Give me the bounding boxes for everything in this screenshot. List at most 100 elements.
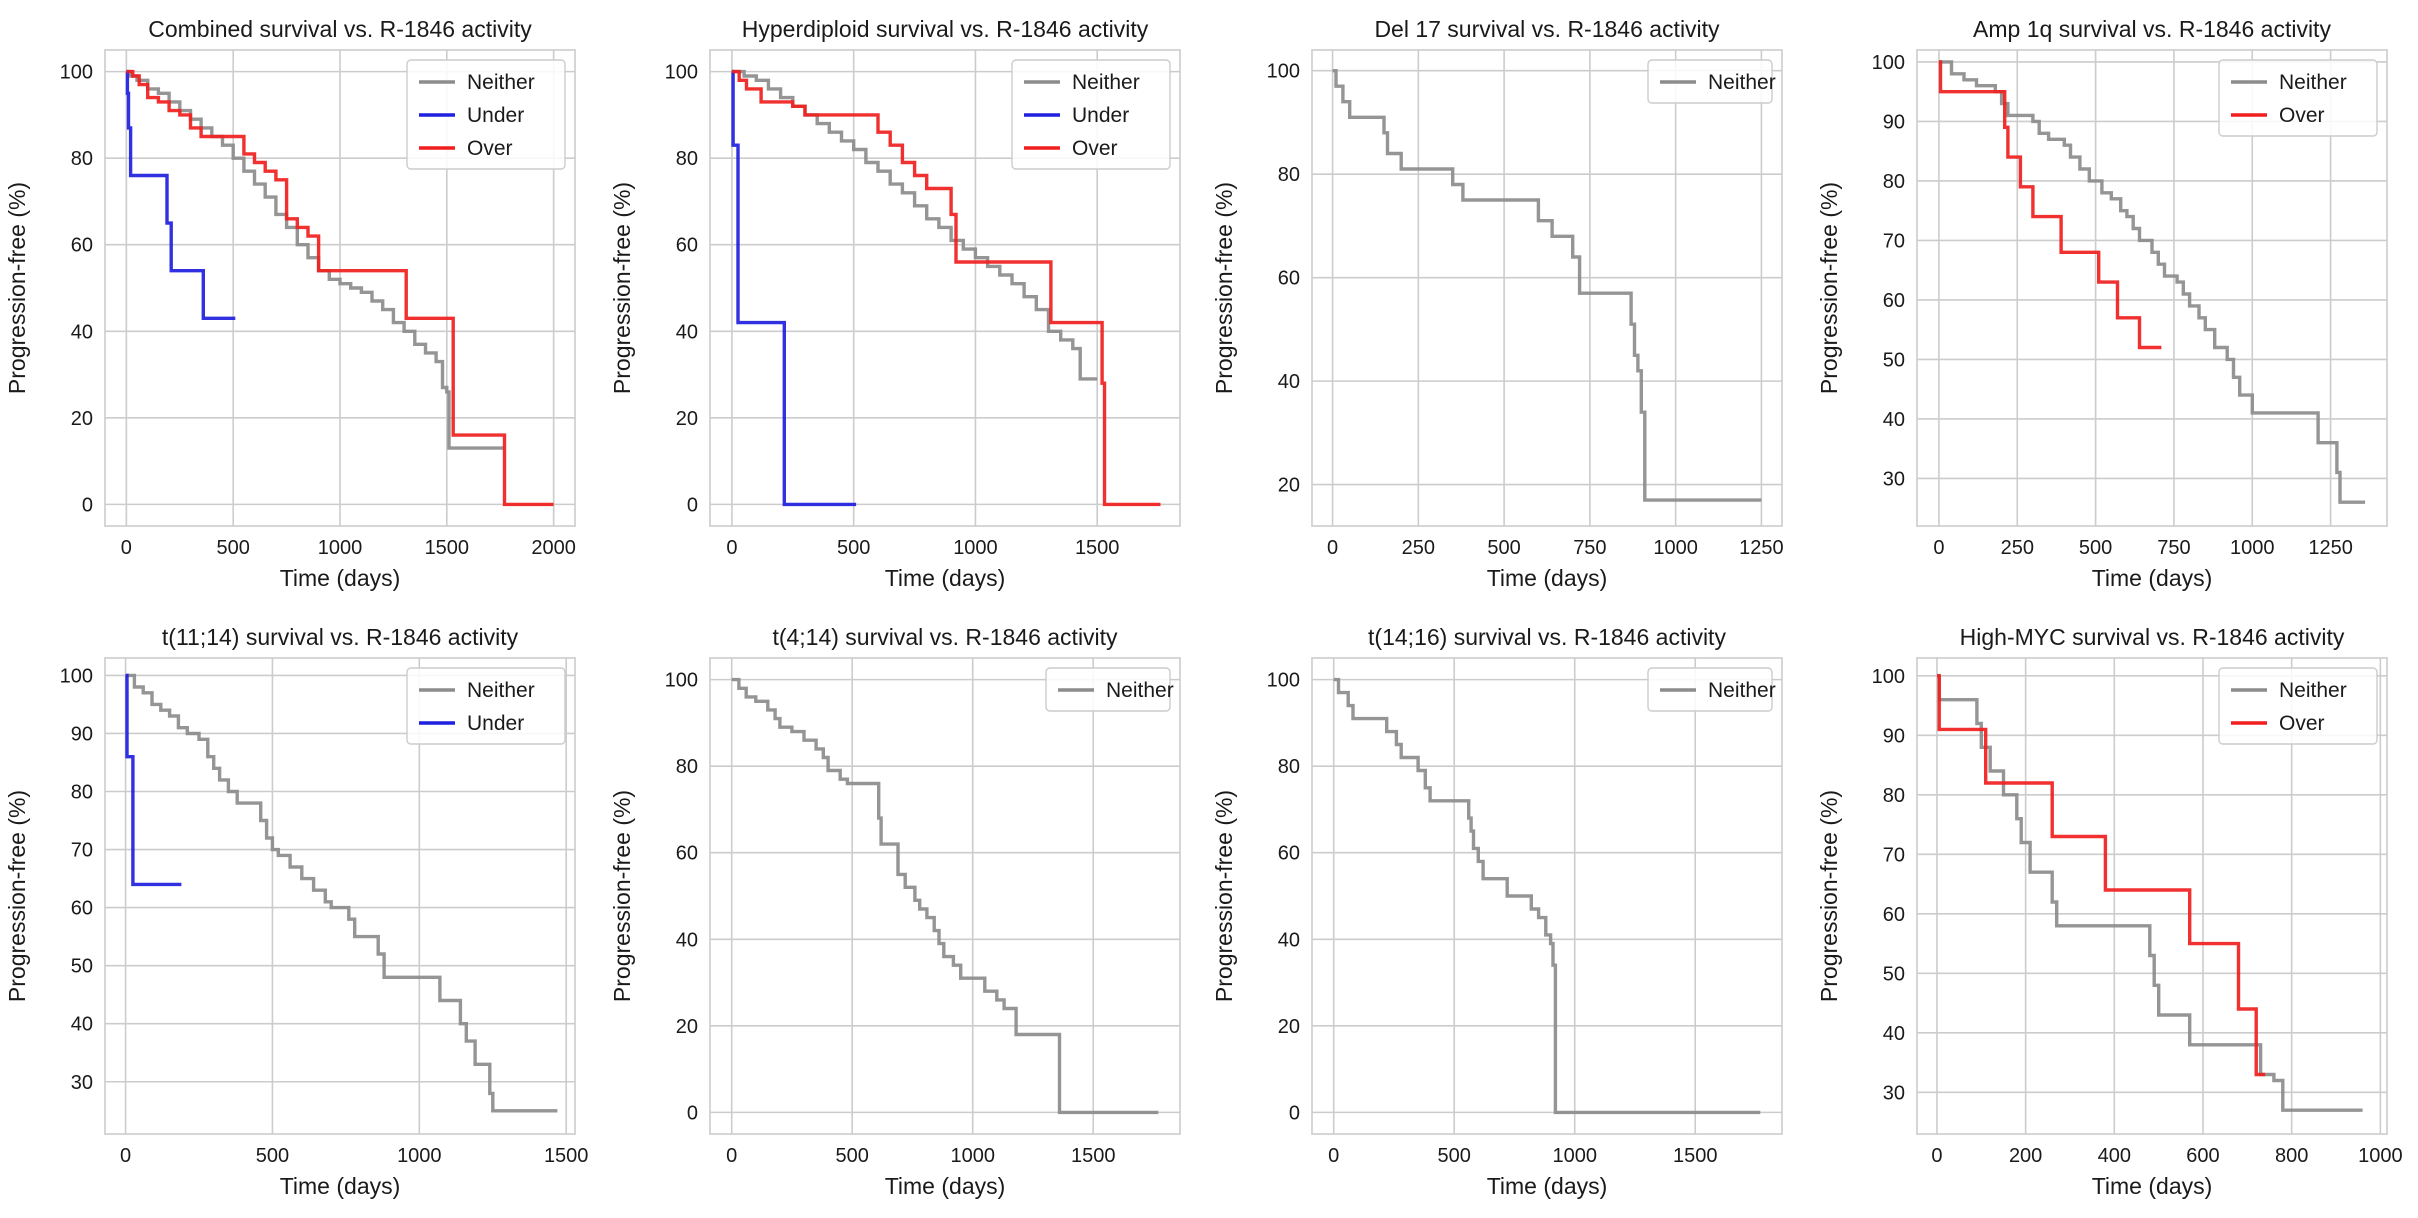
- legend-label-neither: Neither: [1106, 679, 1174, 702]
- series-line-under: [125, 69, 236, 320]
- legend: Neither: [1045, 667, 1174, 712]
- series-line-neither: [126, 69, 505, 450]
- chart-title: Combined survival vs. R-1846 activity: [148, 16, 532, 42]
- x-tick-label: 1000: [397, 1145, 442, 1167]
- x-tick-label: 0: [726, 537, 737, 559]
- plot-frame: [1916, 49, 2388, 527]
- x-tick-label: 0: [120, 1145, 131, 1167]
- y-tick-label: 20: [1278, 475, 1300, 497]
- y-tick-label: 50: [71, 956, 93, 978]
- x-tick-label: 500: [836, 1145, 869, 1167]
- legend: Neither Under Over: [406, 59, 566, 170]
- y-axis-label: Progression-free (%): [1211, 182, 1237, 394]
- plot-frame: [709, 657, 1181, 1135]
- plot-frame: [104, 49, 576, 527]
- x-tick-label: 1250: [2308, 537, 2353, 559]
- y-tick-label: 100: [665, 62, 698, 84]
- legend-label-over: Over: [1072, 137, 1118, 160]
- legend-label-under: Under: [1072, 104, 1129, 127]
- x-tick-label: 1500: [1673, 1145, 1718, 1167]
- y-tick-label: 60: [1883, 904, 1905, 926]
- y-tick-label: 70: [71, 840, 93, 862]
- x-tick-label: 0: [121, 537, 132, 559]
- legend-box: [1647, 667, 1773, 712]
- y-axis-label: Progression-free (%): [609, 790, 635, 1002]
- x-tick-label: 0: [1933, 537, 1944, 559]
- y-tick-label: 80: [1278, 164, 1300, 186]
- x-tick-label: 1000: [2358, 1145, 2403, 1167]
- legend-label-under: Under: [467, 104, 524, 127]
- chart-title: High-MYC survival vs. R-1846 activity: [1960, 624, 2345, 650]
- series-line-neither: [1938, 60, 2366, 504]
- y-tick-label: 70: [1883, 844, 1905, 866]
- y-axis-label: Progression-free (%): [1211, 790, 1237, 1002]
- x-tick-label: 1000: [318, 537, 363, 559]
- plot-frame: [1916, 657, 2388, 1135]
- legend-box: [2218, 59, 2378, 137]
- legend: Neither: [1647, 59, 1776, 104]
- x-tick-label: 750: [2157, 537, 2190, 559]
- legend-box: [406, 59, 566, 170]
- legend-label-neither: Neither: [1072, 71, 1140, 94]
- x-tick-label: 0: [1931, 1145, 1942, 1167]
- y-tick-label: 0: [687, 1102, 698, 1124]
- y-tick-label: 40: [1883, 1023, 1905, 1045]
- y-tick-label: 90: [1883, 111, 1905, 133]
- y-tick-label: 90: [1883, 725, 1905, 747]
- series-line-over: [126, 69, 554, 507]
- y-tick-label: 60: [71, 235, 93, 257]
- series-line-under: [731, 69, 857, 507]
- x-tick-label: 1000: [1552, 1145, 1597, 1167]
- y-tick-label: 40: [1278, 929, 1300, 951]
- legend-box: [2218, 667, 2378, 745]
- y-tick-label: 80: [1278, 756, 1300, 778]
- chart-panel-5: 0 500 1000 1500 30 40 50 60 70 80 90 100 t(11;14) su…: [4, 624, 588, 1199]
- y-tick-label: 20: [676, 408, 698, 430]
- y-tick-label: 80: [71, 148, 93, 170]
- y-tick-label: 60: [71, 898, 93, 920]
- y-tick-label: 80: [676, 148, 698, 170]
- x-tick-label: 500: [1487, 537, 1520, 559]
- x-axis-label: Time (days): [1487, 1173, 1608, 1199]
- y-tick-label: 40: [71, 1014, 93, 1036]
- chart-title: t(11;14) survival vs. R-1846 activity: [162, 624, 519, 650]
- chart-panel-2: 0 500 1000 1500 0 20 40 60 80 100 Hyperdiploid sur…: [609, 16, 1181, 591]
- x-tick-label: 1000: [2230, 537, 2275, 559]
- x-tick-label: 500: [256, 1145, 289, 1167]
- x-tick-label: 1250: [1739, 537, 1784, 559]
- legend: Neither Over: [2218, 667, 2378, 745]
- chart-panel-7: 0 500 1000 1500 0 20 40 60 80 100 t(14;16) surviva…: [1211, 624, 1783, 1199]
- legend-label-neither: Neither: [1708, 679, 1776, 702]
- y-tick-label: 50: [1883, 963, 1905, 985]
- x-axis-label: Time (days): [885, 565, 1006, 591]
- y-tick-label: 100: [1267, 670, 1300, 692]
- series-line-under: [125, 673, 182, 887]
- y-tick-label: 40: [676, 929, 698, 951]
- x-axis-label: Time (days): [280, 565, 401, 591]
- y-tick-label: 40: [71, 321, 93, 343]
- legend: Neither Under Over: [1011, 59, 1171, 170]
- y-tick-label: 60: [676, 235, 698, 257]
- chart-panel-8: 0 200 400 600 800 1000 30 40 50 60 70 80 90 100 High-M…: [1816, 624, 2403, 1199]
- legend-label-neither: Neither: [467, 679, 535, 702]
- plot-frame: [104, 657, 576, 1135]
- x-tick-label: 200: [2009, 1145, 2042, 1167]
- x-tick-label: 500: [1438, 1145, 1471, 1167]
- series-line-over: [1937, 674, 2266, 1077]
- y-tick-label: 60: [1883, 290, 1905, 312]
- plot-frame: [709, 49, 1181, 527]
- legend-label-over: Over: [467, 137, 513, 160]
- chart-title: Amp 1q survival vs. R-1846 activity: [1973, 16, 2331, 42]
- y-axis-label: Progression-free (%): [4, 182, 30, 394]
- series-line-neither: [1332, 69, 1762, 502]
- x-tick-label: 250: [1402, 537, 1435, 559]
- x-tick-label: 1000: [950, 1145, 995, 1167]
- chart-panel-4: 0 250 500 750 1000 1250 30 40 50 60 70 80 90 100 Amp 1…: [1816, 16, 2388, 591]
- x-tick-label: 0: [726, 1145, 737, 1167]
- chart-panel-6: 0 500 1000 1500 0 20 40 60 80 100 t(4;14) survival…: [609, 624, 1181, 1199]
- x-axis-label: Time (days): [1487, 565, 1608, 591]
- x-axis-label: Time (days): [280, 1173, 401, 1199]
- y-tick-label: 60: [1278, 268, 1300, 290]
- x-tick-label: 400: [2098, 1145, 2131, 1167]
